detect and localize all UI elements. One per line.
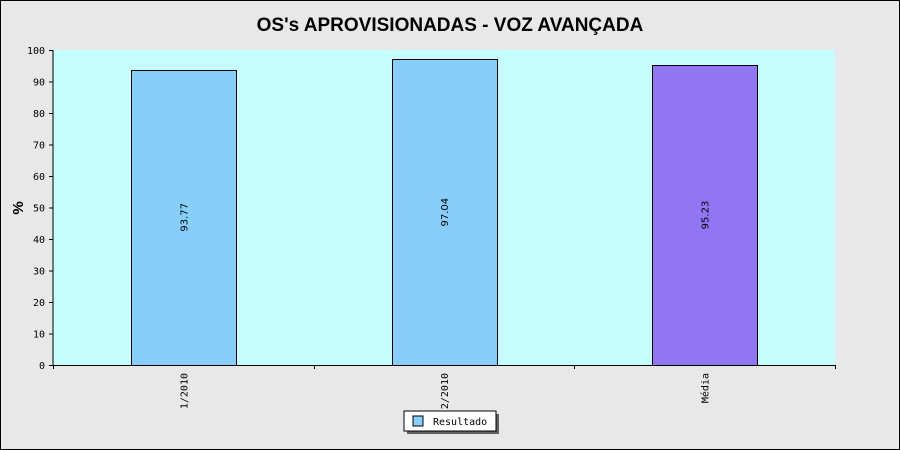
y-tick-label: 10	[33, 330, 45, 341]
y-tick-label: 70	[33, 141, 45, 152]
y-tick-label: 30	[33, 267, 45, 278]
chart-title: OS's APROVISIONADAS - VOZ AVANÇADA	[257, 15, 644, 36]
legend-swatch	[412, 415, 424, 427]
x-tick-label: 2/2010	[440, 373, 451, 409]
y-axis: 0 10 20 30 40 50 60 70 80 90 100	[27, 46, 54, 372]
y-tick-label: 0	[39, 361, 45, 372]
y-tick-label: 20	[33, 298, 45, 309]
y-tick-label: 40	[33, 235, 45, 246]
bar-value-label: 93.77	[179, 203, 190, 232]
bars: 93.77 97.04 95.23	[131, 59, 758, 366]
bar-m-dia	[652, 65, 758, 366]
y-tick-label: 50	[33, 204, 45, 215]
legend-entry-resultado: Resultado	[433, 417, 487, 428]
bar-value-label: 97.04	[440, 198, 451, 227]
y-tick-label: 80	[33, 109, 45, 120]
bar-1-2010	[131, 70, 237, 366]
y-tick-label: 60	[33, 172, 45, 183]
y-tick-label: 100	[27, 46, 45, 57]
bar-2-2010	[392, 59, 498, 366]
x-axis: 1/2010 2/2010 Média	[53, 365, 836, 409]
x-tick-label: 1/2010	[179, 373, 190, 409]
x-tick-label: Média	[700, 373, 712, 403]
bar-value-label: 95.23	[701, 201, 712, 230]
legend-box	[403, 410, 497, 432]
y-tick-label: 90	[33, 78, 45, 89]
y-axis-label: %	[10, 201, 27, 214]
legend: Resultado	[403, 410, 499, 434]
